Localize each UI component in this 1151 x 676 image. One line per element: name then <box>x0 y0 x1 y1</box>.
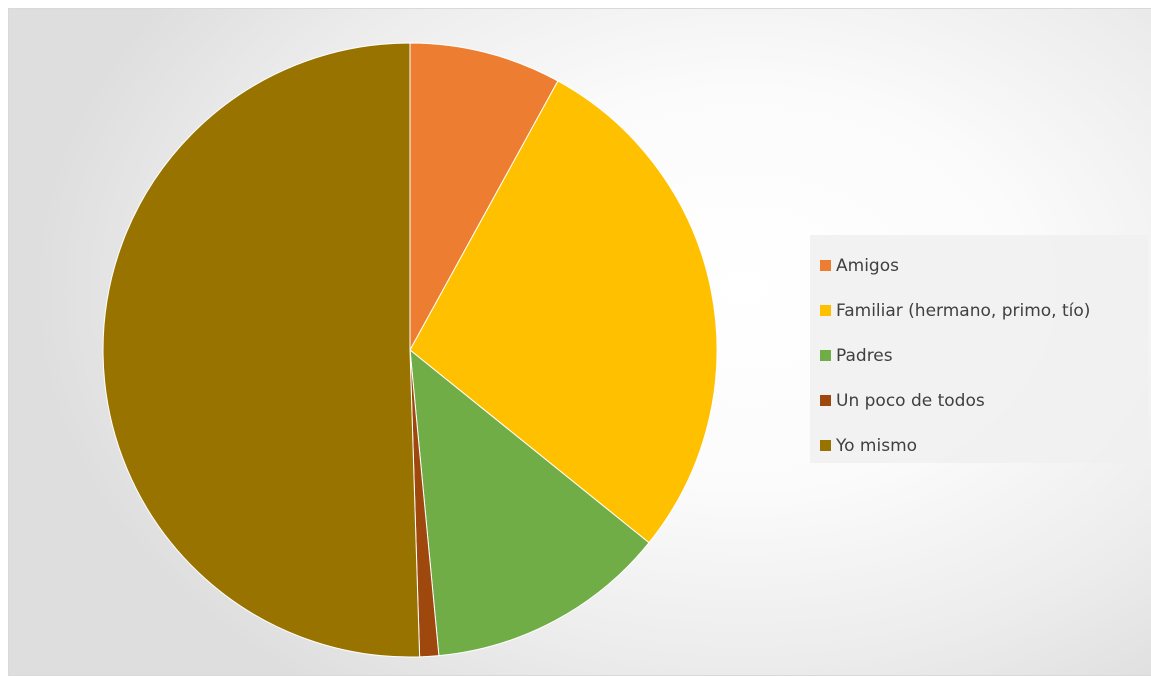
legend-item-un-poco-de-todos: Un poco de todos <box>810 378 1148 423</box>
legend-label: Un poco de todos <box>836 390 985 411</box>
legend-item-yo-mismo: Yo mismo <box>810 423 1148 468</box>
legend-label: Yo mismo <box>836 435 918 456</box>
legend-swatch <box>820 440 831 451</box>
pie-slice-padres <box>409 348 650 657</box>
legend-item-familiar-hermano-primo-tio: Familiar (hermano, primo, tío) <box>810 288 1148 333</box>
legend-swatch <box>820 260 831 271</box>
chart-area: Amigos Familiar (hermano, primo, tío) Padr… <box>8 8 1151 676</box>
legend-label: Padres <box>836 345 893 366</box>
chart-legend: Amigos Familiar (hermano, primo, tío) Padr… <box>810 235 1148 463</box>
legend-item-padres: Padres <box>810 333 1148 378</box>
legend-item-amigos: Amigos <box>810 243 1148 288</box>
pie-slice-yo-mismo <box>102 42 421 658</box>
legend-swatch <box>820 395 831 406</box>
legend-label: Amigos <box>836 255 899 276</box>
pie-chart <box>102 42 718 658</box>
legend-label: Familiar (hermano, primo, tío) <box>836 300 1091 321</box>
legend-swatch <box>820 305 831 316</box>
legend-swatch <box>820 350 831 361</box>
pie-slice-amigos <box>409 42 559 351</box>
pie-slice-familiar-hermano-primo-tio <box>409 80 718 544</box>
